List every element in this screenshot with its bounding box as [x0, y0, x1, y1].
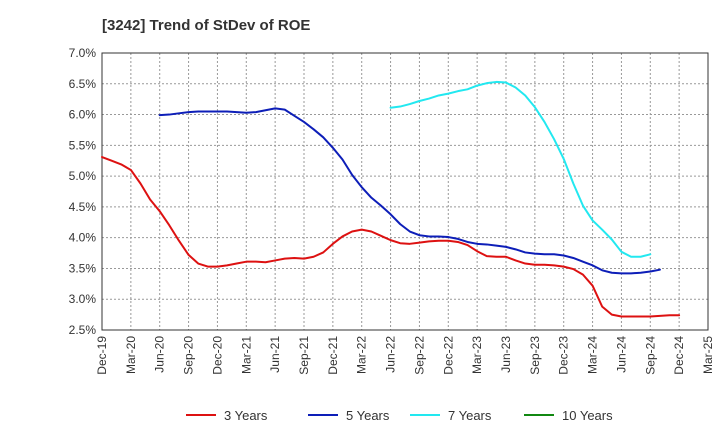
x-tick-label: Jun-22 — [384, 336, 398, 373]
x-tick-label: Sep-21 — [297, 336, 311, 375]
x-tick-label: Mar-21 — [239, 336, 253, 374]
y-tick-label: 2.5% — [69, 323, 97, 337]
chart-title: [3242] Trend of StDev of ROE — [102, 17, 310, 34]
series-layer — [101, 80, 681, 318]
y-tick-label: 5.5% — [69, 138, 97, 152]
legend-label-7-years: 7 Years — [448, 408, 492, 423]
plot-border — [101, 52, 709, 331]
x-tick-label: Mar-22 — [355, 336, 369, 374]
x-tick-label: Dec-22 — [441, 336, 455, 375]
x-tick-label: Mar-24 — [586, 336, 600, 374]
x-tick-label: Dec-24 — [672, 336, 686, 375]
series-line-5-years — [158, 107, 661, 275]
y-tick-label: 4.0% — [69, 231, 97, 245]
y-tick-label: 4.5% — [69, 200, 97, 214]
x-tick-label: Sep-22 — [412, 336, 426, 375]
x-tick-label: Jun-21 — [268, 336, 282, 373]
x-tick-label: Mar-25 — [701, 336, 715, 374]
y-tick-label: 5.0% — [69, 169, 97, 183]
x-tick-label: Mar-20 — [124, 336, 138, 374]
legend-label-10-years: 10 Years — [562, 408, 613, 423]
series-line-7-years — [389, 80, 652, 258]
x-tick-label: Jun-20 — [153, 336, 167, 373]
plot-area — [101, 52, 709, 331]
x-tick-label: Dec-23 — [557, 336, 571, 375]
y-axis: 2.5% 3.0% 3.5% 4.0% 4.5% 5.0% 5.5% 6.0% 6.5% 7.0% — [69, 46, 97, 337]
y-tick-label: 3.0% — [69, 292, 97, 306]
x-tick-label: Mar-23 — [470, 336, 484, 374]
x-axis: Dec-19 Mar-20 Jun-20 Sep-20 Dec-20 Mar-21 Jun-… — [95, 336, 715, 375]
series-line-3-years — [101, 156, 681, 318]
x-tick-label: Dec-19 — [95, 336, 109, 375]
x-tick-label: Sep-23 — [528, 336, 542, 375]
x-tick-label: Jun-24 — [614, 336, 628, 373]
y-tick-label: 7.0% — [69, 46, 97, 60]
x-tick-label: Sep-24 — [643, 336, 657, 375]
y-tick-label: 6.0% — [69, 108, 97, 122]
legend-label-3-years: 3 Years — [224, 408, 268, 423]
y-tick-label: 6.5% — [69, 77, 97, 91]
x-tick-label: Dec-20 — [210, 336, 224, 375]
x-tick-label: Jun-23 — [499, 336, 513, 373]
plot-background — [102, 53, 708, 330]
x-tick-label: Sep-20 — [182, 336, 196, 375]
x-tick-label: Dec-21 — [326, 336, 340, 375]
legend: 3 Years 5 Years 7 Years 10 Years — [186, 408, 613, 423]
y-tick-label: 3.5% — [69, 261, 97, 275]
legend-label-5-years: 5 Years — [346, 408, 390, 423]
